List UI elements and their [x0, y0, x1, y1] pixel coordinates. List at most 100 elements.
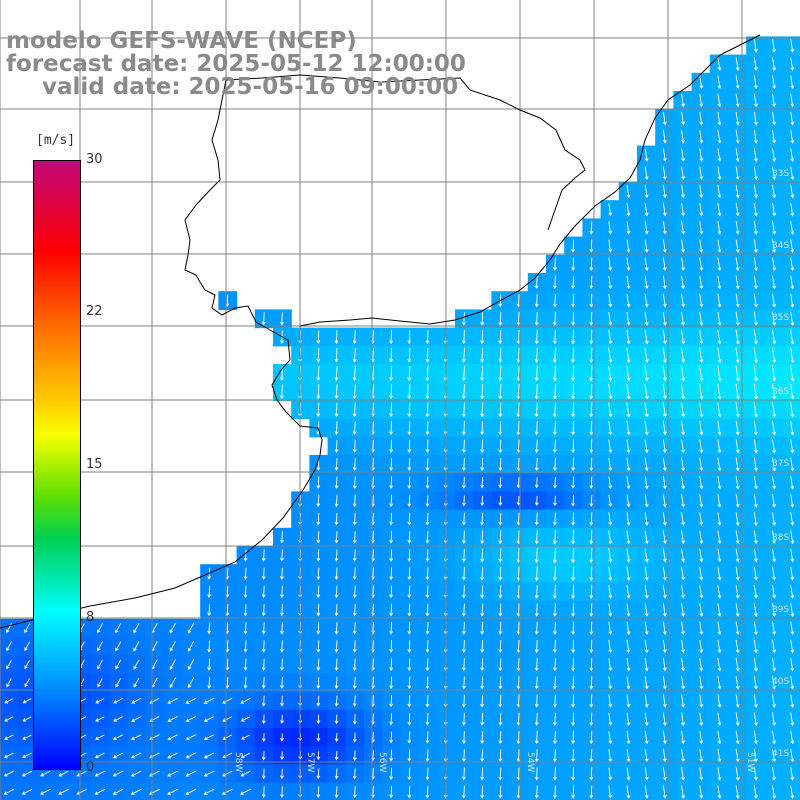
wind-arrow — [772, 166, 777, 181]
wind-arrow — [76, 770, 87, 777]
wind-arrow — [753, 767, 758, 781]
wind-arrow — [699, 293, 704, 308]
wind-arrow — [735, 202, 740, 217]
wind-arrow — [662, 347, 667, 363]
wind-arrow — [240, 770, 251, 777]
wind-arrow — [662, 658, 667, 672]
wind-arrow — [571, 530, 575, 545]
wind-arrow — [461, 347, 466, 363]
wind-arrow — [753, 329, 758, 345]
wind-arrow — [462, 712, 466, 726]
wind-arrow — [644, 639, 649, 654]
wind-arrow — [480, 402, 484, 418]
wind-arrow — [425, 402, 430, 418]
wind-arrow — [534, 584, 539, 599]
wind-arrow — [644, 203, 649, 217]
wind-arrow — [790, 639, 795, 654]
wind-arrow — [261, 695, 266, 707]
wind-arrow — [334, 439, 339, 453]
wind-arrow — [185, 770, 197, 777]
wind-arrow — [717, 512, 722, 526]
wind-arrow — [589, 494, 594, 507]
wind-arrow — [425, 767, 430, 781]
wind-arrow — [407, 439, 412, 453]
wind-arrow — [571, 257, 576, 271]
wind-arrow — [516, 420, 521, 436]
wind-arrow — [681, 329, 686, 345]
wind-arrow — [662, 420, 667, 436]
wind-arrow — [717, 383, 722, 400]
wind-arrow — [462, 603, 466, 617]
wind-arrow — [553, 749, 557, 763]
wind-arrow — [534, 294, 539, 308]
wind-arrow — [498, 421, 503, 436]
wind-arrow — [790, 275, 795, 290]
colorbar-tick-8: 8 — [86, 610, 95, 625]
wind-arrow — [717, 365, 722, 382]
wind-arrow — [407, 658, 412, 672]
wind-arrow — [681, 293, 686, 308]
wind-arrow — [699, 530, 704, 545]
wind-arrow — [735, 457, 740, 472]
wind-arrow — [115, 659, 122, 670]
wind-arrow — [97, 641, 103, 652]
wind-arrow — [771, 383, 777, 400]
wind-arrow — [608, 239, 613, 253]
wind-arrow — [644, 365, 649, 382]
wind-arrow — [462, 548, 466, 563]
wind-arrow — [608, 658, 613, 672]
wind-arrow — [407, 494, 412, 508]
wind-arrow — [699, 785, 704, 799]
wind-arrow — [717, 712, 722, 727]
wind-arrow — [681, 530, 686, 545]
wind-arrow — [462, 640, 466, 653]
wind-arrow — [735, 329, 740, 345]
wind-arrow — [753, 585, 758, 599]
wind-arrow — [407, 621, 412, 635]
wind-arrow — [58, 788, 69, 795]
wind-arrow — [334, 549, 339, 562]
wind-arrow — [480, 548, 484, 563]
wind-arrow — [261, 751, 266, 761]
wind-arrow — [389, 713, 394, 726]
wind-arrow — [790, 475, 795, 490]
wind-arrow — [571, 365, 575, 382]
wind-arrow — [316, 476, 321, 489]
wind-arrow — [735, 712, 740, 727]
wind-arrow — [644, 767, 649, 781]
wind-arrow — [498, 603, 503, 617]
wind-arrow — [552, 383, 557, 400]
wind-arrow — [480, 347, 484, 363]
wind-arrow — [21, 770, 33, 777]
wind-arrow — [662, 785, 667, 799]
wind-arrow — [316, 402, 321, 418]
wind-arrow — [316, 494, 321, 508]
wind-arrow — [644, 694, 649, 708]
wind-arrow — [462, 457, 466, 472]
wind-arrow — [735, 494, 740, 508]
wind-arrow — [772, 566, 777, 581]
wind-arrow — [261, 622, 266, 635]
wind-arrow — [498, 329, 503, 345]
wind-arrow — [316, 512, 321, 526]
wind-arrow — [662, 621, 667, 635]
wind-arrow — [753, 93, 758, 108]
wind-arrow — [626, 530, 631, 545]
wind-arrow — [589, 457, 594, 472]
wind-arrow — [608, 275, 613, 290]
wind-arrow — [571, 383, 575, 400]
wind-arrow — [662, 293, 667, 308]
colorbar-tick-30: 30 — [86, 152, 103, 167]
wind-arrow — [753, 275, 758, 290]
wind-arrow — [681, 712, 686, 727]
wind-arrow — [222, 697, 233, 704]
wind-arrow — [699, 694, 704, 708]
wind-arrow — [425, 439, 430, 453]
wind-arrow — [735, 785, 740, 799]
wind-arrow — [790, 566, 795, 581]
lon-label: 58W — [233, 752, 243, 772]
wind-arrow — [626, 730, 631, 745]
wind-arrow — [169, 622, 176, 634]
wind-arrow — [97, 623, 103, 634]
wind-arrow — [334, 402, 339, 418]
